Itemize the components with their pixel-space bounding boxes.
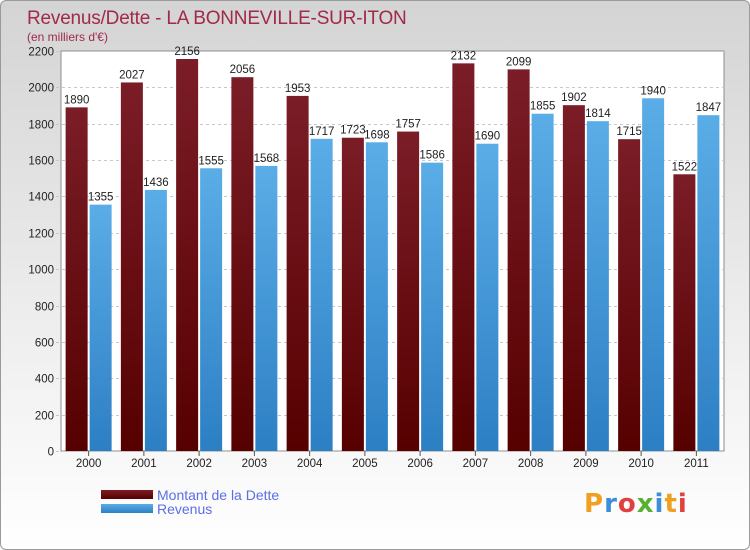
value-label-dette: 1890 — [64, 94, 90, 106]
value-label-revenus: 1555 — [198, 155, 224, 167]
value-label-revenus: 1436 — [143, 177, 169, 189]
x-tick-label: 2001 — [131, 458, 157, 470]
value-label-dette: 2156 — [174, 46, 200, 58]
bar-revenus — [531, 113, 554, 452]
value-label-dette: 1953 — [285, 83, 311, 95]
legend-swatch-dette — [101, 490, 153, 499]
x-tick-label: 2007 — [463, 458, 489, 470]
chart-unit-subtitle: (en milliers d'€) — [27, 30, 108, 44]
logo-letter: i — [654, 489, 665, 519]
chart-title: Revenus/Dette - LA BONNEVILLE-SUR-ITON — [27, 8, 407, 29]
value-label-dette: 2027 — [119, 69, 145, 81]
bar-dette — [231, 77, 254, 451]
bar-dette — [120, 82, 143, 452]
bar-revenus — [310, 138, 333, 451]
bar-dette — [286, 95, 309, 451]
y-tick-label: 1800 — [28, 120, 54, 132]
value-label-dette: 2099 — [506, 56, 532, 68]
value-label-revenus: 1855 — [530, 101, 556, 113]
bar-dette — [673, 174, 696, 452]
x-tick-label: 2000 — [76, 458, 102, 470]
bar-revenus — [421, 162, 444, 452]
value-label-dette: 1723 — [340, 125, 366, 137]
bar-dette — [618, 139, 641, 451]
legend-label-dette: Montant de la Dette — [157, 487, 280, 503]
bar-dette — [452, 63, 475, 451]
value-label-dette: 1757 — [395, 119, 421, 131]
value-label-revenus: 1717 — [309, 126, 335, 138]
value-label-revenus: 1847 — [696, 102, 722, 114]
logo-letter: P — [584, 489, 605, 519]
proxiti-logo: Proxiti — [584, 489, 688, 519]
bar-dette — [341, 137, 364, 451]
logo-letter: t — [664, 489, 678, 519]
value-label-revenus: 1355 — [88, 192, 114, 204]
value-label-dette: 1715 — [616, 126, 642, 138]
bar-dette — [562, 105, 585, 451]
legend-swatch-revenus — [101, 504, 153, 513]
y-tick-label: 1400 — [28, 192, 54, 204]
y-tick-label: 0 — [48, 447, 54, 459]
y-tick-label: 400 — [35, 374, 54, 386]
bar-revenus — [200, 168, 223, 452]
value-label-revenus: 1568 — [254, 153, 280, 165]
x-tick-label: 2009 — [573, 458, 599, 470]
bar-revenus — [697, 115, 720, 451]
x-tick-label: 2003 — [242, 458, 268, 470]
x-tick-label: 2005 — [352, 458, 378, 470]
bar-dette — [507, 69, 530, 451]
value-label-revenus: 1698 — [364, 129, 390, 141]
plot-area — [60, 50, 725, 452]
x-tick-label: 2011 — [684, 458, 709, 470]
value-label-revenus: 1940 — [640, 85, 666, 97]
y-tick-label: 2200 — [28, 47, 54, 59]
legend-label-revenus: Revenus — [157, 501, 213, 517]
y-tick-label: 600 — [35, 338, 54, 350]
x-tick-label: 2010 — [628, 458, 654, 470]
logo-letter: i — [677, 489, 688, 519]
y-tick-label: 800 — [35, 302, 54, 314]
bar-revenus — [255, 165, 278, 451]
bar-revenus — [642, 98, 665, 451]
bar-revenus — [144, 189, 167, 451]
bar-revenus — [586, 121, 609, 451]
x-tick-label: 2002 — [186, 458, 212, 470]
value-label-dette: 1902 — [561, 92, 587, 104]
y-tick-label: 200 — [35, 411, 54, 423]
value-label-dette: 2132 — [451, 50, 477, 62]
value-label-revenus: 1586 — [419, 150, 445, 162]
bar-revenus — [365, 142, 388, 452]
logo-letter: x — [636, 489, 655, 519]
x-tick-label: 2008 — [518, 458, 544, 470]
bar-chart: 0 200 400 600 800 1000 1200 1400 1600 1800 2000 220… — [28, 46, 725, 470]
value-label-dette: 1522 — [672, 161, 698, 173]
bar-dette — [176, 59, 199, 451]
bar-revenus — [476, 143, 499, 451]
y-tick-label: 1200 — [28, 229, 54, 241]
y-tick-label: 1600 — [28, 156, 54, 168]
x-tick-label: 2004 — [297, 458, 323, 470]
x-tick-label: 2006 — [407, 458, 433, 470]
logo-letter: o — [617, 489, 637, 519]
logo-letter: r — [604, 489, 618, 519]
y-tick-label: 1000 — [28, 265, 54, 277]
bar-dette — [65, 107, 88, 451]
bar-revenus — [89, 204, 112, 451]
value-label-dette: 2056 — [230, 64, 256, 76]
value-label-revenus: 1814 — [585, 108, 611, 120]
bar-dette — [397, 131, 420, 451]
value-label-revenus: 1690 — [475, 131, 501, 143]
y-tick-label: 2000 — [28, 83, 54, 95]
